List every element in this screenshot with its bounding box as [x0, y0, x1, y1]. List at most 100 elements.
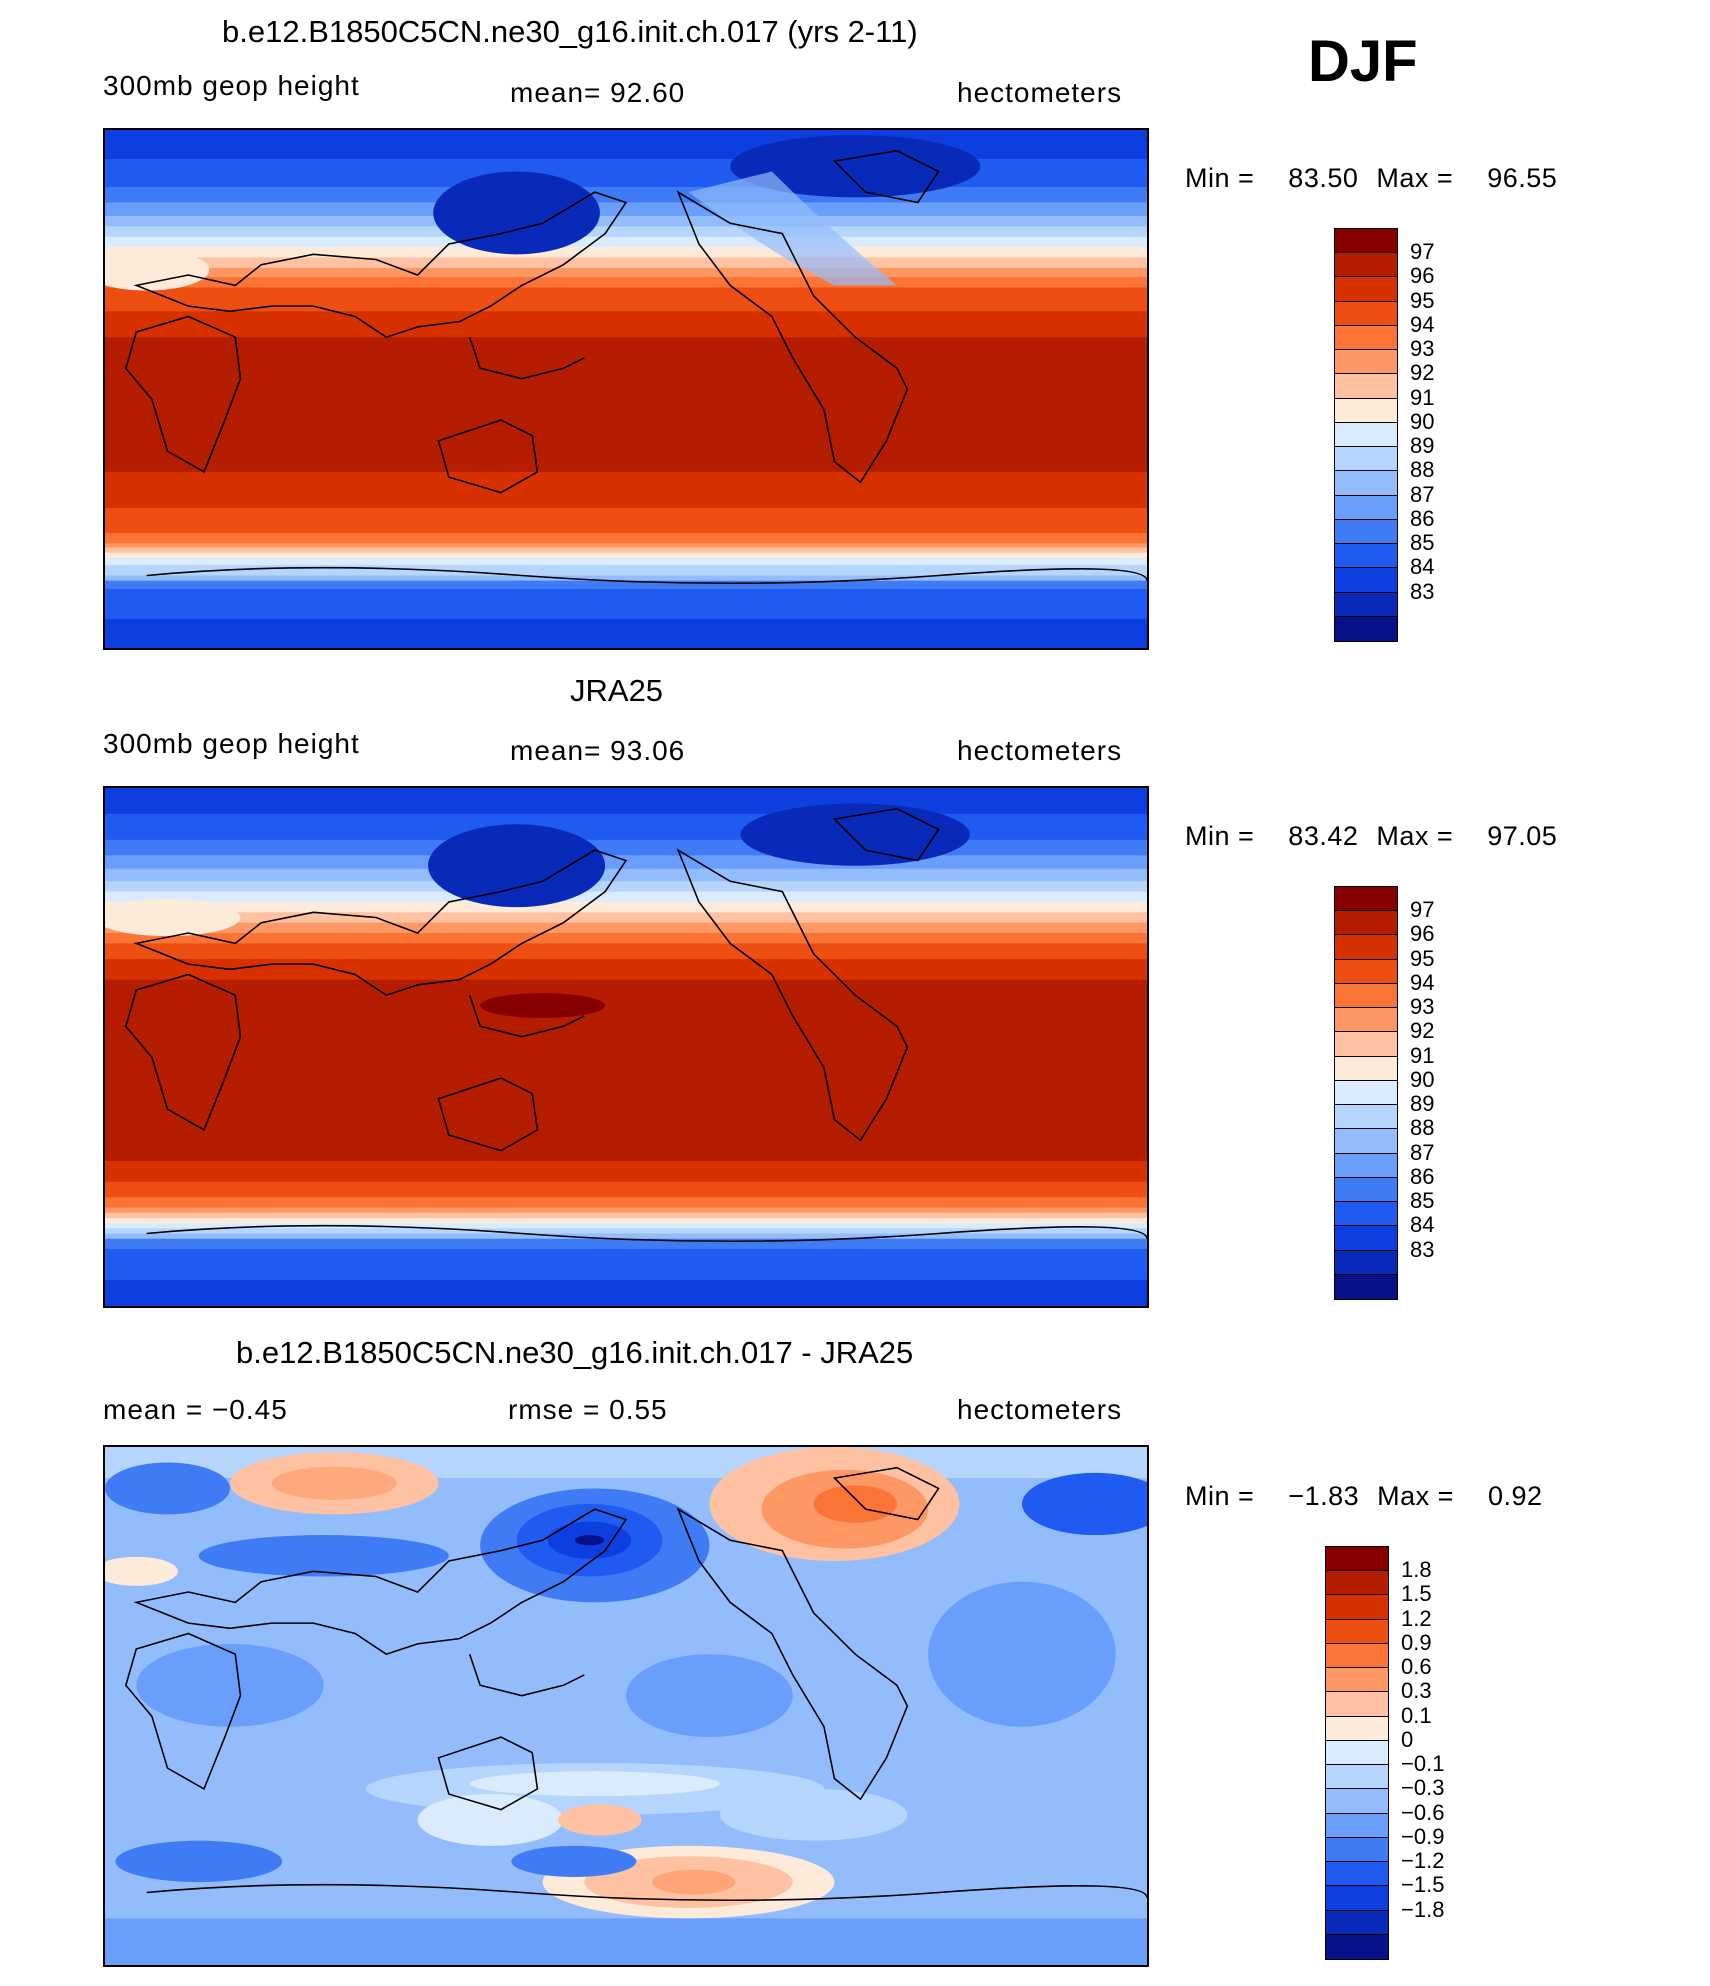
colorbar-tick-label: 0.3 — [1401, 1678, 1432, 1704]
panel1-map — [103, 128, 1149, 650]
colorbar-tick-label: 84 — [1410, 1212, 1435, 1238]
colorbar-swatch — [1326, 1813, 1388, 1838]
panel1-colorbar — [1334, 228, 1398, 642]
panel2-map — [103, 786, 1149, 1308]
colorbar-swatch — [1335, 350, 1397, 375]
colorbar-tick-label: 92 — [1410, 360, 1435, 386]
panel2-min-label: Min = 83.42 Max = 97.05 — [1185, 821, 1557, 852]
colorbar-tick-label: 1.5 — [1401, 1581, 1432, 1607]
colorbar-swatch — [1326, 1765, 1388, 1790]
colorbar-swatch — [1335, 1226, 1397, 1251]
panel3-rmse-label: rmse = 0.55 — [508, 1394, 668, 1425]
panel1-max-value: 96.55 — [1487, 163, 1558, 193]
panel3-title: b.e12.B1850C5CN.ne30_g16.init.ch.017 - J… — [236, 1335, 914, 1370]
colorbar-swatch — [1335, 1129, 1397, 1154]
colorbar-tick-label: 95 — [1410, 287, 1435, 313]
colorbar-swatch — [1335, 1105, 1397, 1130]
panel1-title: b.e12.B1850C5CN.ne30_g16.init.ch.017 (yr… — [222, 14, 918, 49]
season-label: DJF — [1308, 29, 1418, 94]
colorbar-swatch — [1335, 1032, 1397, 1057]
colorbar-swatch — [1335, 422, 1397, 448]
panel1-min-value: 83.50 — [1288, 163, 1359, 193]
colorbar-tick-label: −0.6 — [1401, 1799, 1445, 1825]
colorbar-tick-label: 90 — [1410, 408, 1435, 434]
colorbar-swatch — [1335, 1274, 1397, 1299]
panel2-min-value: 83.42 — [1288, 821, 1359, 851]
colorbar-tick-label: 97 — [1410, 239, 1435, 265]
colorbar-swatch — [1335, 1080, 1397, 1106]
colorbar-tick-label: 91 — [1410, 384, 1435, 410]
panel2-min-label-text: Min = — [1185, 821, 1255, 851]
panel2-colorbar — [1334, 886, 1398, 1300]
colorbar-swatch — [1326, 1934, 1388, 1959]
panel3-min-label: Min = −1.83 Max = 0.92 — [1185, 1481, 1543, 1512]
colorbar-tick-label: 85 — [1410, 1188, 1435, 1214]
colorbar-tick-label: 87 — [1410, 1139, 1435, 1165]
colorbar-tick-label: 86 — [1410, 1163, 1435, 1189]
colorbar-tick-label: −0.1 — [1401, 1751, 1445, 1777]
colorbar-tick-label: 93 — [1410, 994, 1435, 1020]
colorbar-swatch — [1335, 1250, 1397, 1275]
colorbar-tick-label: 93 — [1410, 336, 1435, 362]
colorbar-tick-label: 87 — [1410, 481, 1435, 507]
colorbar-tick-label: 0.9 — [1401, 1629, 1432, 1655]
panel1-min-label: Min = 83.50 Max = 96.55 — [1185, 163, 1557, 194]
colorbar-swatch — [1335, 1056, 1397, 1081]
colorbar-tick-label: 96 — [1410, 921, 1435, 947]
colorbar-tick-label: −0.9 — [1401, 1823, 1445, 1849]
colorbar-swatch — [1335, 544, 1397, 569]
colorbar-swatch — [1335, 568, 1397, 593]
panel2-variable-label: 300mb geop height — [103, 728, 360, 759]
colorbar-swatch — [1335, 495, 1397, 520]
colorbar-swatch — [1335, 229, 1397, 254]
panel3-mean-label: mean = −0.45 — [103, 1394, 288, 1425]
colorbar-tick-label: 94 — [1410, 969, 1435, 995]
colorbar-tick-label: 1.2 — [1401, 1605, 1432, 1631]
colorbar-tick-label: 0.1 — [1401, 1702, 1432, 1728]
colorbar-swatch — [1326, 1571, 1388, 1596]
colorbar-swatch — [1326, 1619, 1388, 1644]
colorbar-swatch — [1335, 277, 1397, 302]
colorbar-swatch — [1335, 253, 1397, 278]
colorbar-swatch — [1326, 1668, 1388, 1693]
colorbar-swatch — [1335, 447, 1397, 472]
panel3-min-label-text: Min = — [1185, 1481, 1255, 1511]
colorbar-swatch — [1335, 1177, 1397, 1203]
colorbar-swatch — [1335, 911, 1397, 936]
colorbar-tick-label: 83 — [1410, 578, 1435, 604]
colorbar-tick-label: 84 — [1410, 554, 1435, 580]
colorbar-tick-label: 85 — [1410, 530, 1435, 556]
colorbar-swatch — [1326, 1910, 1388, 1935]
colorbar-tick-label: 92 — [1410, 1018, 1435, 1044]
panel2-mean-label: mean= 93.06 — [510, 735, 686, 766]
colorbar-swatch — [1335, 616, 1397, 641]
panel2-max-value: 97.05 — [1487, 821, 1558, 851]
colorbar-swatch — [1326, 1716, 1388, 1741]
colorbar-tick-label: 97 — [1410, 897, 1435, 923]
colorbar-tick-label: 94 — [1410, 311, 1435, 337]
panel3-max-label-text: Max = — [1377, 1481, 1454, 1511]
colorbar-swatch — [1326, 1886, 1388, 1911]
colorbar-swatch — [1326, 1595, 1388, 1620]
colorbar-tick-label: 96 — [1410, 263, 1435, 289]
panel2-units-label: hectometers — [957, 735, 1123, 766]
colorbar-tick-label: 0 — [1401, 1726, 1414, 1752]
colorbar-swatch — [1326, 1862, 1388, 1887]
colorbar-tick-label: −1.5 — [1401, 1872, 1445, 1898]
colorbar-swatch — [1335, 1008, 1397, 1033]
colorbar-tick-label: −1.8 — [1401, 1896, 1445, 1922]
colorbar-swatch — [1335, 325, 1397, 351]
panel1-units-label: hectometers — [957, 77, 1123, 108]
colorbar-swatch — [1335, 887, 1397, 912]
colorbar-tick-label: 0.6 — [1401, 1654, 1432, 1680]
colorbar-tick-label: 88 — [1410, 457, 1435, 483]
colorbar-swatch — [1335, 959, 1397, 984]
colorbar-swatch — [1326, 1692, 1388, 1717]
colorbar-swatch — [1335, 983, 1397, 1009]
colorbar-tick-label: 86 — [1410, 505, 1435, 531]
colorbar-tick-label: −0.3 — [1401, 1775, 1445, 1801]
panel2-title: JRA25 — [570, 673, 664, 708]
colorbar-tick-label: 95 — [1410, 945, 1435, 971]
panel3-colorbar — [1325, 1546, 1389, 1960]
panel2-max-label-text: Max = — [1376, 821, 1454, 851]
